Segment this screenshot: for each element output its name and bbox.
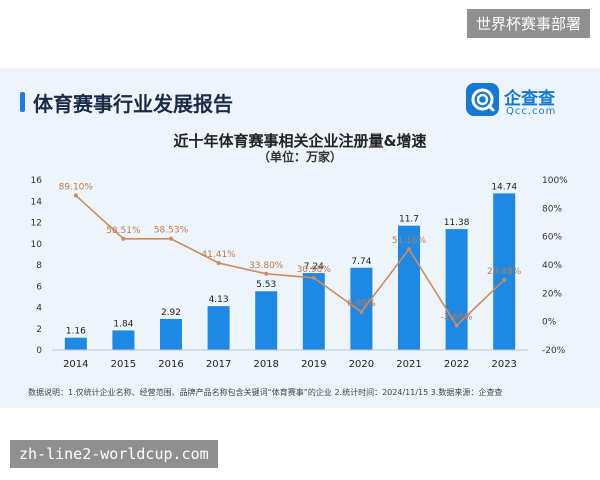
left-tick-label: 8 (36, 261, 42, 271)
growth-line (75, 194, 505, 327)
growth-label: 58.51% (106, 226, 141, 236)
site-tag-top: 世界杯赛事部署 (466, 9, 590, 38)
bar-value-label: 1.84 (113, 319, 133, 329)
x-tick-label: 2021 (396, 359, 421, 370)
bar (207, 306, 230, 350)
growth-label: 89.10% (59, 182, 94, 192)
x-tick-label: 2016 (158, 359, 183, 370)
x-tick-label: 2017 (206, 359, 231, 370)
bar-value-label: 5.53 (256, 280, 276, 290)
left-tick-label: 12 (31, 219, 42, 229)
growth-label: 29.48% (487, 267, 522, 277)
bar (493, 193, 516, 350)
report-title: 体育赛事行业发展报告 (33, 92, 233, 116)
bar-series: 1.16 1.84 2.92 4.13 5.53 7.24 7.74 11.7 11.38 14.… (64, 182, 517, 350)
bar-value-label: 11.38 (444, 218, 470, 228)
header-accent-bar (20, 92, 25, 112)
growth-point (121, 236, 126, 241)
bar-value-label: 11.7 (399, 215, 419, 225)
x-tick-label: 2020 (349, 359, 374, 370)
growth-label: 41.41% (201, 250, 236, 260)
x-tick-label: 2014 (63, 359, 88, 370)
left-tick-label: 4 (36, 304, 42, 314)
growth-label: 58.53% (154, 226, 189, 236)
bar-value-label: 4.13 (209, 295, 229, 305)
x-tick-label: 2023 (491, 359, 516, 370)
growth-point (73, 193, 78, 198)
x-tick-label: 2022 (444, 359, 469, 370)
growth-point (169, 236, 173, 241)
x-tick-label: 2019 (301, 359, 326, 370)
registration-chart: 0 2 4 6 8 10 12 14 16 -20% 0% 20% 40% 60% 80% 100% 1.1… (31, 176, 569, 370)
right-tick-label: -20% (542, 346, 566, 356)
right-axis: -20% 0% 20% 40% 60% 80% 100% (542, 176, 568, 356)
bar (112, 330, 135, 350)
left-tick-label: 10 (31, 240, 43, 250)
qcc-logo-icon (466, 83, 499, 116)
bar-value-label: 7.74 (351, 257, 371, 267)
right-tick-label: 100% (542, 176, 568, 186)
right-tick-label: 60% (542, 233, 562, 243)
right-tick-label: 0% (542, 318, 557, 328)
bar-value-label: 2.92 (161, 308, 181, 318)
growth-label: 33.80% (249, 261, 284, 271)
logo-text-en: Qcc.com (506, 106, 557, 117)
right-tick-label: 40% (542, 261, 562, 271)
x-tick-label: 2018 (253, 359, 278, 370)
site-tag-bottom: zh-line2-worldcup.com (10, 440, 218, 468)
bar-value-label: 7.24 (304, 262, 324, 272)
bar-value-label: 1.16 (66, 327, 86, 337)
bar (160, 318, 182, 350)
chart-title: 近十年体育赛事相关企业注册量&增速 (173, 132, 427, 150)
left-tick-label: 16 (31, 176, 43, 186)
left-tick-label: 2 (36, 325, 42, 335)
left-tick-label: 6 (36, 282, 42, 292)
growth-point (454, 323, 459, 328)
growth-label: 6.89% (347, 299, 376, 309)
x-axis: 2014 2015 2016 2017 2018 2019 2020 2021 2022 2023 (52, 349, 528, 370)
growth-point (359, 309, 364, 314)
growth-point (216, 261, 221, 266)
bar (302, 273, 325, 350)
left-axis: 0 2 4 6 8 10 12 14 16 (31, 176, 43, 356)
growth-point (407, 247, 411, 252)
right-tick-label: 20% (542, 289, 562, 299)
right-tick-label: 80% (542, 204, 562, 214)
growth-label: 51.16% (392, 236, 427, 246)
growth-point (264, 271, 269, 276)
left-tick-label: 14 (31, 197, 43, 207)
bar (445, 229, 468, 350)
bar (255, 291, 278, 350)
bar-value-label: 14.74 (491, 182, 517, 192)
logo-text-cn: 企查查 (504, 89, 555, 109)
left-tick-label: 0 (36, 346, 42, 356)
x-tick-label: 2015 (111, 359, 136, 370)
line-series: 89.10% 58.51% 58.53% 41.41% 33.80% 30.98% 6.89… (59, 182, 522, 328)
bar (64, 337, 87, 350)
growth-point (311, 275, 316, 280)
bar (350, 267, 373, 350)
growth-label: -2.68% (441, 312, 473, 322)
chart-subtitle: （单位：万家） (257, 150, 342, 164)
growth-point (502, 277, 507, 282)
data-note: 数据说明：1.仅统计企业名称、经营范围、品牌产品名称包含关键词“体育赛事”的企业… (28, 388, 503, 397)
growth-label: 30.98% (297, 265, 332, 275)
